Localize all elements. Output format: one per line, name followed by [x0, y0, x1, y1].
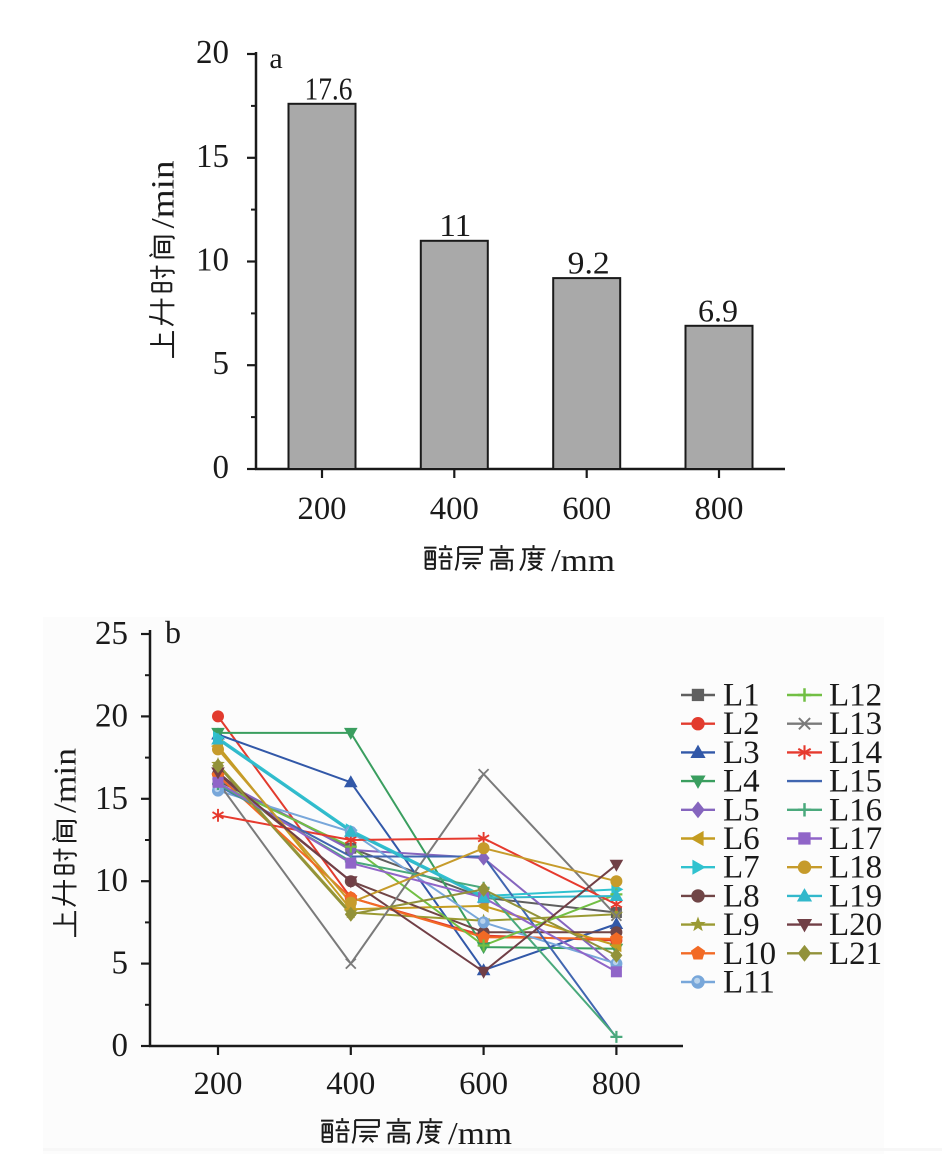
- svg-text:b: b: [165, 614, 181, 650]
- svg-text:L1: L1: [723, 678, 760, 714]
- svg-text:/min: /min: [146, 161, 182, 229]
- svg-text:800: 800: [592, 1066, 641, 1102]
- svg-text:L10: L10: [723, 936, 776, 972]
- svg-text:L20: L20: [829, 907, 882, 943]
- svg-text:800: 800: [695, 491, 744, 527]
- svg-text:200: 200: [298, 491, 347, 527]
- svg-text:20: 20: [196, 34, 229, 71]
- svg-text:0: 0: [213, 449, 230, 486]
- svg-text:L11: L11: [723, 965, 775, 1001]
- svg-text:L12: L12: [829, 678, 882, 714]
- svg-text:L15: L15: [829, 764, 882, 800]
- svg-text:L6: L6: [723, 821, 760, 857]
- svg-text:10: 10: [95, 862, 128, 899]
- svg-text:L19: L19: [829, 878, 882, 914]
- svg-text:600: 600: [459, 1066, 508, 1102]
- svg-text:5: 5: [213, 345, 230, 382]
- svg-text:L7: L7: [723, 850, 760, 886]
- svg-text:L3: L3: [723, 735, 760, 771]
- svg-text:L18: L18: [829, 850, 882, 886]
- svg-text:L2: L2: [723, 706, 760, 742]
- svg-text:L4: L4: [723, 764, 760, 800]
- svg-text:400: 400: [326, 1066, 375, 1102]
- svg-text:a: a: [269, 42, 282, 75]
- svg-text:0: 0: [112, 1027, 129, 1064]
- svg-text:15: 15: [95, 780, 128, 817]
- svg-text:/mm: /mm: [551, 542, 615, 578]
- svg-text:L21: L21: [829, 936, 882, 972]
- svg-text:L17: L17: [829, 821, 882, 857]
- svg-text:15: 15: [196, 138, 229, 175]
- svg-text:L13: L13: [829, 706, 882, 742]
- svg-text:400: 400: [430, 491, 479, 527]
- svg-text:/min: /min: [47, 748, 83, 813]
- svg-text:9.2: 9.2: [568, 245, 610, 281]
- svg-text:L8: L8: [723, 878, 760, 914]
- svg-text:L5: L5: [723, 792, 760, 828]
- svg-text:6.9: 6.9: [698, 292, 738, 328]
- svg-text:200: 200: [194, 1066, 243, 1102]
- svg-text:10: 10: [196, 242, 229, 279]
- svg-text:11: 11: [439, 207, 471, 243]
- svg-text:5: 5: [112, 945, 129, 982]
- svg-text:L16: L16: [829, 792, 882, 828]
- svg-text:L14: L14: [829, 735, 882, 771]
- svg-text:17.6: 17.6: [305, 70, 353, 106]
- svg-text:20: 20: [95, 697, 128, 734]
- svg-text:L9: L9: [723, 907, 760, 943]
- svg-text:25: 25: [95, 615, 128, 652]
- svg-text:600: 600: [562, 491, 611, 527]
- svg-text:/mm: /mm: [448, 1115, 512, 1151]
